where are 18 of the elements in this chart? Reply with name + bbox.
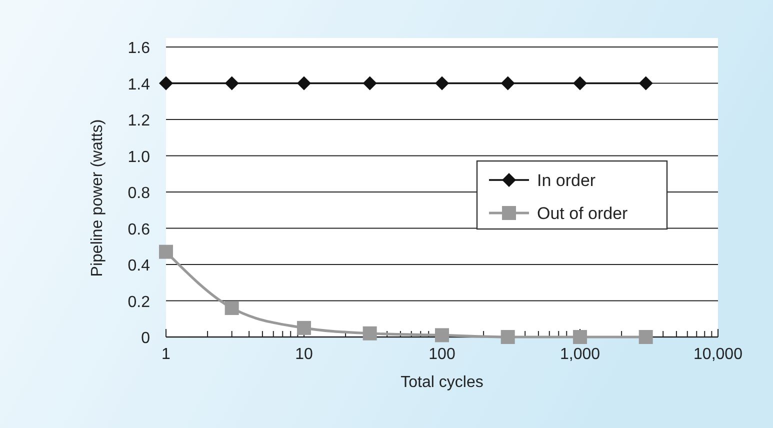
y-tick-label: 0 xyxy=(141,330,150,347)
y-tick-label: 1.2 xyxy=(128,112,150,130)
y-tick-label: 0.2 xyxy=(128,294,150,311)
y-tick-label: 0.8 xyxy=(128,185,150,202)
legend-label: In order xyxy=(537,171,596,190)
x-tick-label: 10,000 xyxy=(694,346,743,363)
x-axis-title: Total cycles xyxy=(400,374,484,391)
y-axis-title: Pipeline power (watts) xyxy=(89,119,106,277)
x-tick-label: 1,000 xyxy=(560,346,600,363)
y-tick-label: 1.0 xyxy=(128,148,150,166)
y-tick-label: 0.6 xyxy=(128,221,150,238)
y-tick-label: 0.4 xyxy=(128,258,150,274)
x-tick-label: 10 xyxy=(295,346,313,363)
y-tick-label: 1.6 xyxy=(128,40,150,57)
legend-label: Out of order xyxy=(537,204,628,223)
x-tick-label: 100 xyxy=(428,346,456,363)
y-tick-label: 1.4 xyxy=(128,76,150,94)
x-tick-label: 1 xyxy=(162,346,171,363)
